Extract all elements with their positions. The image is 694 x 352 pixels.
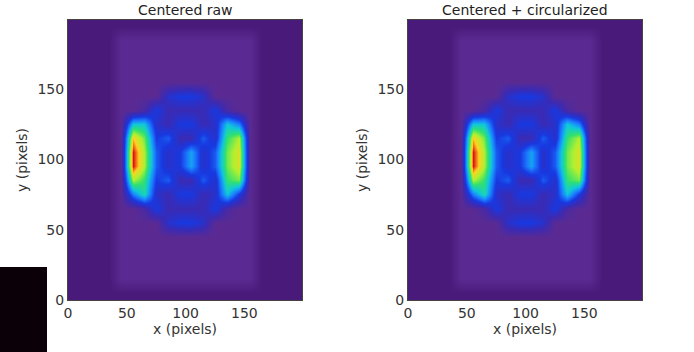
svg-text:0: 0 — [395, 292, 404, 308]
svg-text:Centered raw: Centered raw — [138, 2, 233, 18]
svg-text:Centered + circularized: Centered + circularized — [442, 2, 608, 18]
svg-text:0: 0 — [404, 305, 413, 321]
svg-text:150: 150 — [37, 81, 64, 97]
svg-text:100: 100 — [172, 305, 199, 321]
svg-text:150: 150 — [377, 81, 404, 97]
svg-text:100: 100 — [37, 151, 64, 167]
svg-text:50: 50 — [386, 222, 404, 238]
svg-text:150: 150 — [571, 305, 598, 321]
svg-text:100: 100 — [512, 305, 539, 321]
svg-text:y (pixels): y (pixels) — [354, 128, 370, 192]
svg-text:0: 0 — [64, 305, 73, 321]
svg-text:50: 50 — [46, 222, 64, 238]
svg-text:0: 0 — [55, 292, 64, 308]
svg-text:50: 50 — [118, 305, 136, 321]
svg-text:150: 150 — [231, 305, 258, 321]
svg-text:x (pixels): x (pixels) — [493, 321, 557, 337]
svg-text:100: 100 — [377, 151, 404, 167]
svg-text:x (pixels): x (pixels) — [153, 321, 217, 337]
svg-text:y (pixels): y (pixels) — [14, 128, 30, 192]
svg-text:50: 50 — [458, 305, 476, 321]
